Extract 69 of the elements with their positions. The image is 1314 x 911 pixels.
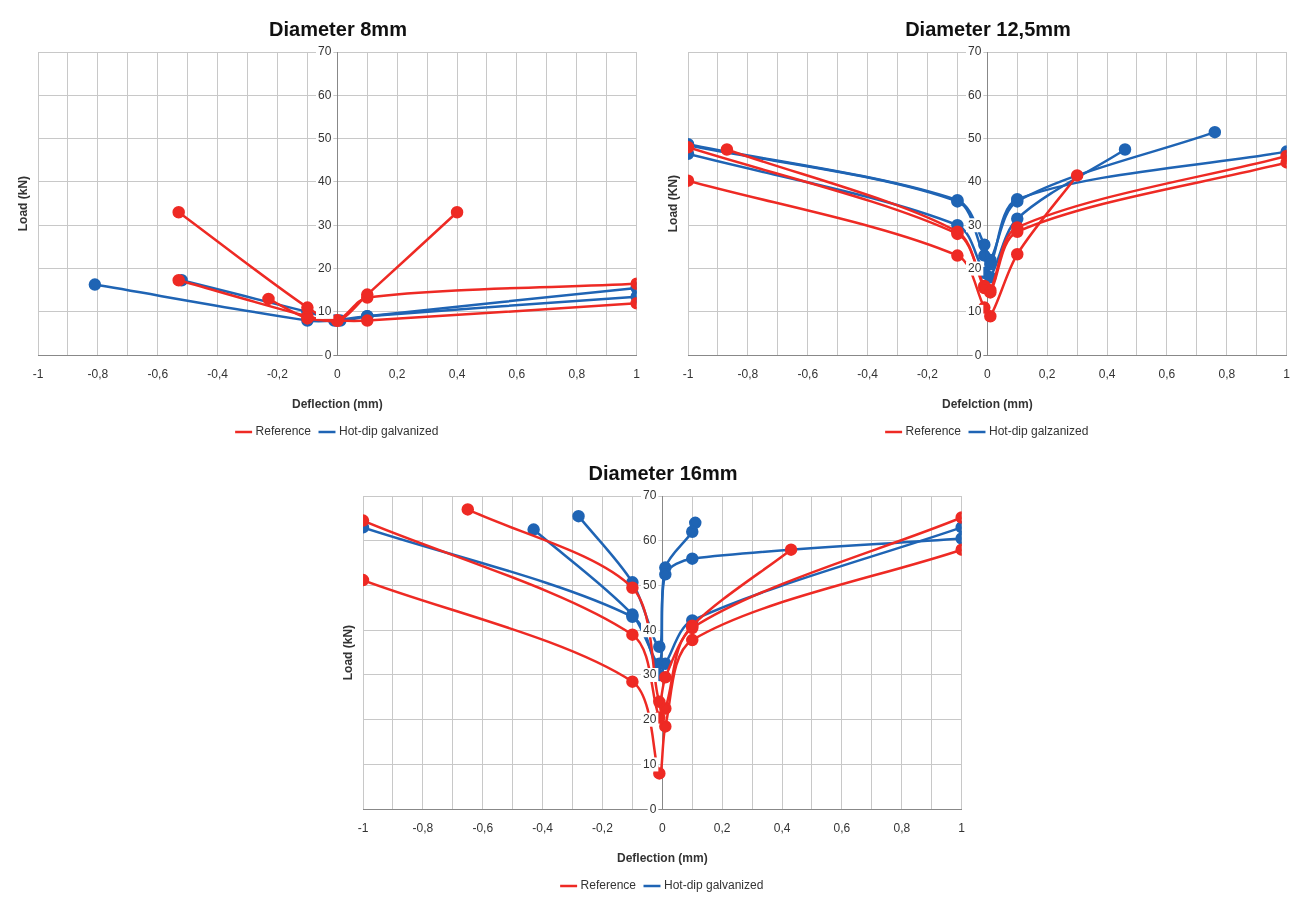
y-tick-label: 50 <box>642 577 657 592</box>
legend-label: Hot-dip galvanized <box>663 878 764 893</box>
chart-title: Diameter 16mm <box>588 461 738 484</box>
x-tick-label: -0,2 <box>917 366 939 381</box>
x-tick-label: -0,2 <box>267 366 289 381</box>
x-tick-label: -0,8 <box>412 820 434 835</box>
y-tick-label: 10 <box>967 304 982 319</box>
x-tick-label: -1 <box>357 820 369 835</box>
x-axis-title: Deflection (mm) <box>616 851 708 866</box>
x-tick-label: -0,6 <box>147 366 169 381</box>
chart-title: Diameter 8mm <box>269 17 407 40</box>
x-tick-label: 1 <box>633 366 641 381</box>
x-tick-label: 1 <box>958 820 966 835</box>
x-tick-label: 0,4 <box>773 820 791 835</box>
x-tick-label: -0,4 <box>207 366 229 381</box>
y-tick-label: 10 <box>642 756 657 771</box>
y-tick-label: 0 <box>649 801 657 816</box>
y-tick-label: 50 <box>317 130 332 145</box>
chart-title: Diameter 12,5mm <box>905 17 1071 40</box>
x-tick-label: 0,6 <box>1158 366 1176 381</box>
x-tick-label: 0,8 <box>893 820 911 835</box>
y-tick-label: 20 <box>967 260 982 275</box>
y-tick-label: 70 <box>967 44 982 59</box>
y-tick-label: 30 <box>967 217 982 232</box>
y-tick-label: 40 <box>317 174 332 189</box>
x-tick-label: -0,6 <box>472 820 494 835</box>
y-tick-label: 70 <box>642 488 657 503</box>
legend-label: Reference <box>255 424 312 439</box>
x-tick-label: 0,4 <box>448 366 466 381</box>
legend-label: Hot-dip galvanized <box>338 424 439 439</box>
x-tick-label: -0,6 <box>797 366 819 381</box>
y-tick-label: 10 <box>317 304 332 319</box>
x-tick-label: 0,6 <box>508 366 526 381</box>
x-tick-label: -0,8 <box>737 366 759 381</box>
x-axis-title: Deflection (mm) <box>291 397 383 412</box>
x-tick-label: 0,8 <box>1218 366 1236 381</box>
x-tick-label: -1 <box>682 366 694 381</box>
x-tick-label: -0,4 <box>532 820 554 835</box>
x-tick-label: 0,2 <box>713 820 731 835</box>
y-tick-label: 20 <box>642 712 657 727</box>
x-tick-label: 1 <box>1283 366 1291 381</box>
x-axis-title: Defelction (mm) <box>941 397 1033 412</box>
x-tick-label: -1 <box>32 366 44 381</box>
y-tick-label: 70 <box>317 44 332 59</box>
legend-label: Hot-dip galzanized <box>988 424 1089 439</box>
y-tick-label: 0 <box>974 347 982 362</box>
y-tick-label: 40 <box>642 622 657 637</box>
y-tick-label: 50 <box>967 130 982 145</box>
y-tick-label: 30 <box>642 667 657 682</box>
legend-label: Reference <box>580 878 637 893</box>
y-tick-label: 0 <box>324 347 332 362</box>
x-tick-label: 0,4 <box>1098 366 1116 381</box>
x-tick-label: 0,6 <box>833 820 851 835</box>
y-axis-title: Load (kN) <box>16 175 31 232</box>
y-tick-label: 30 <box>317 217 332 232</box>
x-tick-label: -0,8 <box>87 366 109 381</box>
x-tick-label: -0,4 <box>857 366 879 381</box>
x-tick-label: -0,2 <box>592 820 614 835</box>
y-tick-label: 20 <box>317 260 332 275</box>
y-axis-title: Load (kN) <box>341 624 356 681</box>
y-axis-title: Load (KN) <box>666 174 681 233</box>
y-tick-label: 60 <box>642 533 657 548</box>
y-tick-label: 60 <box>317 87 332 102</box>
y-tick-label: 40 <box>967 174 982 189</box>
x-tick-label: 0,2 <box>1038 366 1056 381</box>
y-tick-label: 60 <box>967 87 982 102</box>
x-tick-label: 0,8 <box>568 366 586 381</box>
x-tick-label: 0,2 <box>388 366 406 381</box>
legend-label: Reference <box>905 424 962 439</box>
